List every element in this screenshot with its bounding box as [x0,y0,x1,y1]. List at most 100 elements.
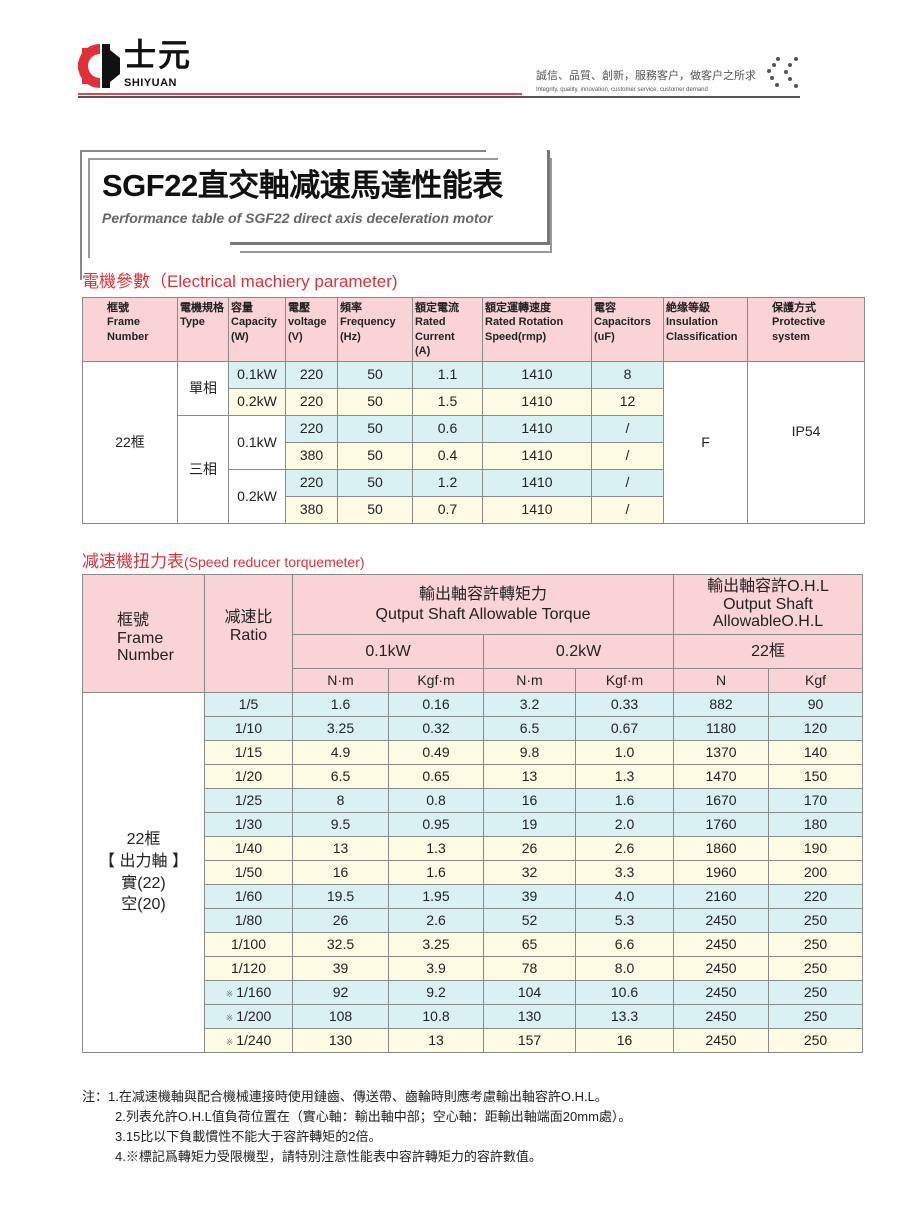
speed-cell: 1410 [482,469,592,498]
ratio-cell: 1/25 [204,788,293,813]
ratio-value: 1/25 [234,791,263,808]
value-cell: 26 [292,908,389,933]
speed-cell: 1410 [482,388,592,417]
value-cell: 882 [673,692,770,717]
value-cell: 2.0 [574,812,675,837]
title-frame [80,150,552,280]
electrical-parameter-table: 框號 Frame Number 電機規格 Type 容量 Capacity (W) 電… [82,296,865,525]
value-cell: 250 [768,1004,864,1029]
section-title-torque-en: (Speed reducer torquemeter) [184,554,365,570]
unit-header: Kgf·m [388,668,484,693]
value-cell: 9.2 [388,980,484,1005]
current-cell: 0.6 [412,415,483,444]
frequency-cell: 50 [337,388,413,417]
value-cell: 16 [574,1028,675,1053]
value-cell: 250 [768,1028,864,1053]
value-cell: 16 [292,860,389,885]
value-cell: 2450 [673,908,770,933]
table-row: 22框 【 出力軸 】 實(22) 空(20) 1/5 1.6 0.16 3.2 0.33… [82,692,864,1053]
value-cell: 3.25 [292,716,389,741]
ratio-cell: ※ 1/200 [204,1004,293,1029]
header-allowable-ohl: 輸出軸容許O.H.L Output Shaft AllowableO.H.L [673,574,864,635]
table-row: 1/40 13 1.3 26 2.6 1860 190 [83,836,864,861]
value-cell: 0.49 [388,740,484,765]
voltage-cell: 220 [285,469,338,498]
frequency-cell: 50 [337,442,413,471]
value-cell: 90 [768,692,864,717]
value-cell: 19 [483,812,576,837]
current-cell: 0.4 [412,442,483,471]
header-cell: 保護方式 Protective system [747,296,865,363]
header-cell: 電壓 voltage (V) [285,296,338,363]
speed-cell: 1410 [482,361,592,390]
ratio-value: 1/15 [234,743,263,760]
value-cell: 1.6 [574,788,675,813]
capacitor-cell: 8 [591,361,664,390]
value-cell: 140 [768,740,864,765]
value-cell: 2450 [673,1028,770,1053]
value-cell: 13 [483,764,576,789]
ratio-cell: 1/10 [204,716,293,741]
ratio-value: 1/80 [234,911,263,928]
slogan-cn: 誠信、品質、創新，服務客户，做客户之所求 [536,70,756,82]
ratio-cell: 1/40 [204,836,293,861]
value-cell: 10.6 [574,980,675,1005]
capacity-cell: 0.2kW [228,469,286,525]
frequency-cell: 50 [337,361,413,390]
value-cell: 0.65 [388,764,484,789]
value-cell: 1.6 [292,692,389,717]
section-title-torque: 减速機扭力表(Speed reducer torquemeter) [82,552,365,572]
header-cell: 框號 Frame Number [82,296,178,363]
unit-header: N [673,668,770,693]
value-cell: 170 [768,788,864,813]
value-cell: 250 [768,980,864,1005]
ratio-cell: 1/80 [204,908,293,933]
capacitor-cell: / [591,469,664,498]
value-cell: 2.6 [388,908,484,933]
header-ratio: 减速比 Ratio [204,574,293,693]
value-cell: 1860 [673,836,770,861]
ratio-value: 1/50 [234,863,263,880]
ratio-cell: ※ 1/240 [204,1028,293,1053]
frequency-cell: 50 [337,496,413,525]
table-row: 1/25 8 0.8 16 1.6 1670 170 [83,788,864,813]
value-cell: 250 [768,932,864,957]
ratio-cell: 1/5 [204,692,293,717]
value-cell: 3.3 [574,860,675,885]
page-title: SGF22直交軸减速馬達性能表 [102,168,503,203]
value-cell: 26 [483,836,576,861]
header-allowable-torque: 輸出軸容許轉矩力 Qutput Shaft Allowable Torque [291,574,675,635]
ratio-value: 1/30 [234,815,263,832]
header-cell: 容量 Capacity (W) [228,296,286,363]
ratio-cell: 1/120 [204,956,293,981]
value-cell: 1670 [673,788,770,813]
limited-mark-icon: ※ [225,1036,234,1047]
value-cell: 9.5 [292,812,389,837]
frequency-cell: 50 [337,415,413,444]
insulation-cell: F [663,361,748,525]
value-cell: 190 [768,836,864,861]
ratio-cell: 1/20 [204,764,293,789]
header-cell: 電機規格 Type [177,296,229,363]
ratio-value: 1/100 [230,935,267,952]
value-cell: 13 [388,1028,484,1053]
header-cell: 額定電流 Rated Current (A) [412,296,483,363]
current-cell: 1.5 [412,388,483,417]
capacity-cell: 0.2kW [228,388,286,417]
value-cell: 6.6 [574,932,675,957]
note-4: 4.※標記爲轉矩力受限機型，請特別注意性能表中容許轉矩力的容許數值。 [115,1149,542,1164]
value-cell: 1370 [673,740,770,765]
voltage-cell: 220 [285,361,338,390]
value-cell: 1.6 [388,860,484,885]
voltage-cell: 380 [285,496,338,525]
ratio-value: 1/240 [236,1031,272,1048]
value-cell: 1470 [673,764,770,789]
value-cell: 1760 [673,812,770,837]
value-cell: 157 [483,1028,576,1053]
ratio-value: 1/120 [230,959,267,976]
voltage-cell: 220 [285,415,338,444]
unit-header: Kgf [768,668,864,693]
section-title-electrical: 電機參數（Electrical machiery parameter) [82,272,398,291]
value-cell: 13 [292,836,389,861]
notes: 注：1.在减速機軸與配合機械連接時使用鏈齒、傳送帶、齒輪時則應考慮輸出軸容許O.… [82,1087,631,1167]
